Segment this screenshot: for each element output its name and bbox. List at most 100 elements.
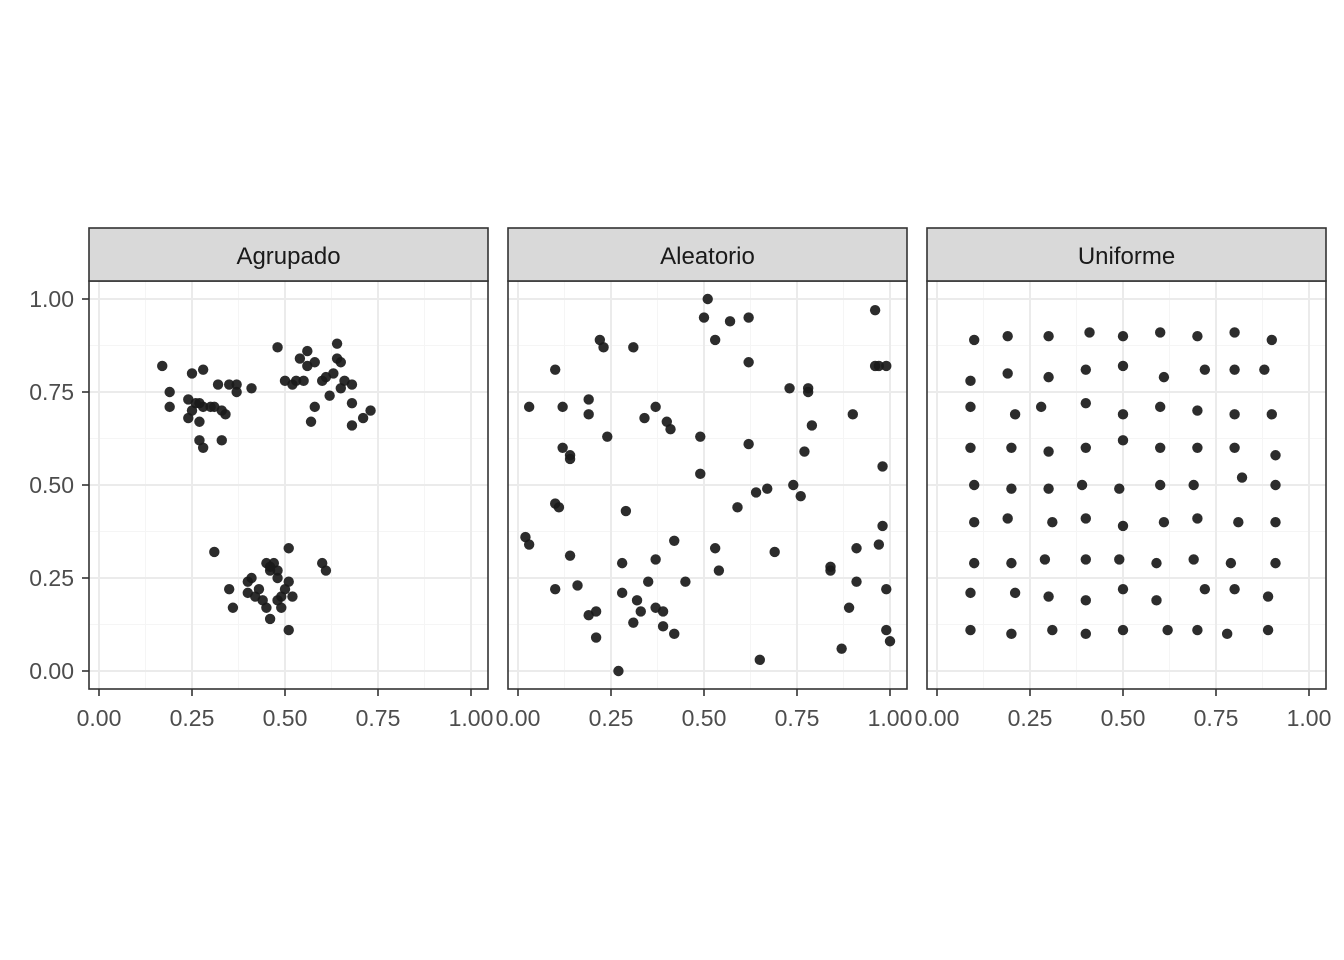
data-point xyxy=(843,602,855,613)
data-point xyxy=(788,479,799,491)
data-point xyxy=(157,360,168,372)
data-point xyxy=(873,539,885,550)
data-point xyxy=(1117,583,1129,595)
data-point xyxy=(1270,479,1281,491)
data-point xyxy=(1002,331,1013,342)
data-point xyxy=(795,490,806,502)
facet-strip xyxy=(507,227,908,282)
data-point xyxy=(1199,583,1211,595)
x-tick-label: 0.00 xyxy=(496,705,541,731)
data-point xyxy=(357,412,369,424)
data-point xyxy=(650,554,661,565)
data-point xyxy=(346,397,358,409)
x-tick-label: 0.75 xyxy=(356,705,401,731)
data-point xyxy=(713,565,725,576)
data-point xyxy=(628,617,639,628)
data-point xyxy=(227,602,239,613)
data-point xyxy=(881,583,892,595)
facet-strip-label: Aleatorio xyxy=(660,243,755,270)
data-point xyxy=(643,576,654,587)
data-point xyxy=(328,368,339,379)
data-point xyxy=(851,576,862,587)
data-point xyxy=(635,606,646,617)
data-point xyxy=(620,505,632,517)
data-point xyxy=(309,357,320,368)
data-point xyxy=(1262,624,1274,636)
data-point xyxy=(1229,442,1240,453)
data-point xyxy=(209,546,220,558)
data-point xyxy=(680,576,691,587)
data-point xyxy=(1117,520,1129,532)
data-point xyxy=(197,364,209,375)
data-point xyxy=(1009,587,1021,599)
data-point xyxy=(1043,446,1054,457)
data-point xyxy=(851,543,862,554)
data-point xyxy=(1006,628,1017,639)
data-point xyxy=(346,379,358,390)
data-point xyxy=(346,420,358,431)
data-point xyxy=(1270,557,1281,569)
data-point xyxy=(1158,371,1170,383)
data-point xyxy=(598,342,609,353)
data-point xyxy=(1043,371,1054,383)
data-point xyxy=(702,293,713,305)
data-point xyxy=(224,583,235,595)
data-point xyxy=(877,461,888,472)
data-point xyxy=(762,483,773,494)
data-point xyxy=(331,338,343,349)
data-point xyxy=(1236,472,1248,483)
data-point xyxy=(557,401,568,413)
x-tick-label: 0.25 xyxy=(1008,705,1053,731)
data-point xyxy=(557,442,568,453)
data-point xyxy=(164,401,175,413)
data-point xyxy=(1233,517,1244,528)
x-tick-label: 0.00 xyxy=(77,705,122,731)
data-point xyxy=(825,565,836,576)
data-point xyxy=(523,539,535,550)
data-point xyxy=(847,409,858,420)
data-point xyxy=(1162,624,1173,636)
data-point xyxy=(1114,483,1125,494)
data-point xyxy=(639,412,650,424)
data-point xyxy=(324,390,335,401)
data-point xyxy=(309,401,320,413)
data-point xyxy=(1006,557,1017,569)
data-point xyxy=(1225,557,1237,569)
data-point xyxy=(1151,595,1162,606)
data-point xyxy=(1080,442,1092,453)
data-point xyxy=(212,379,224,390)
data-point xyxy=(1117,624,1129,636)
data-point xyxy=(283,576,294,587)
data-point xyxy=(1266,334,1278,346)
data-point xyxy=(261,602,272,613)
data-point xyxy=(743,357,754,368)
data-point xyxy=(969,517,980,528)
data-point xyxy=(1039,554,1051,565)
data-point xyxy=(305,416,317,427)
data-point xyxy=(1221,628,1233,639)
data-point xyxy=(1188,479,1199,491)
data-point xyxy=(657,621,669,632)
data-point xyxy=(553,502,565,513)
y-tick-label: 0.75 xyxy=(29,379,74,405)
data-point xyxy=(802,383,814,394)
data-point xyxy=(365,405,376,416)
data-point xyxy=(873,360,885,372)
data-point xyxy=(709,334,721,346)
data-point xyxy=(1229,364,1240,375)
data-point xyxy=(590,606,602,617)
data-point xyxy=(1155,479,1166,491)
data-point xyxy=(550,364,561,375)
data-point xyxy=(965,442,976,453)
data-point xyxy=(669,535,680,546)
data-point xyxy=(1002,368,1013,379)
data-point xyxy=(1009,409,1021,420)
data-point xyxy=(320,565,332,576)
data-point xyxy=(836,643,847,654)
data-point xyxy=(724,316,736,327)
data-point xyxy=(294,353,306,364)
data-point xyxy=(590,632,602,643)
data-point xyxy=(194,416,205,427)
data-point xyxy=(583,409,594,420)
data-point xyxy=(1192,405,1203,416)
